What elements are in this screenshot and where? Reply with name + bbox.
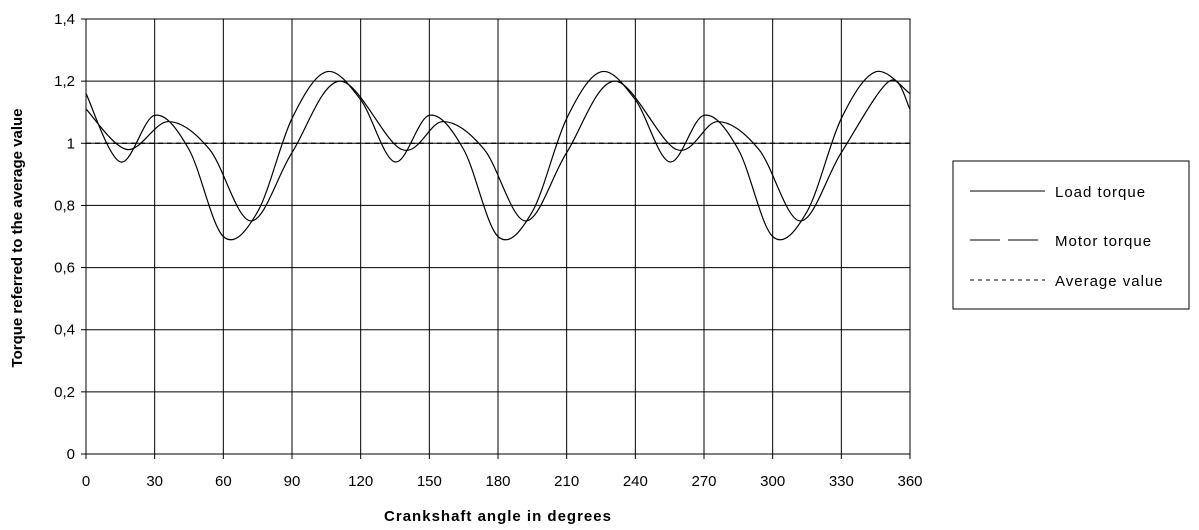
x-axis-title: Crankshaft angle in degrees [384,508,612,525]
y-tick-label: 0,6 [54,260,75,277]
x-tick-label: 240 [623,473,648,490]
y-tick-label: 0,2 [54,384,75,401]
series-load-torque [85,70,911,241]
y-tick-label: 0,4 [54,322,75,339]
y-tick-label: 1,4 [54,11,75,28]
legend-label-average-value: Average value [1055,273,1164,290]
series-motor-torque [85,79,911,222]
x-tick-label: 300 [760,473,785,490]
axes-layer [81,18,911,459]
tick-label-layer: 0 30 60 90 120 150 180 210 240 270 300 330 360 0 0,2 0,… [54,11,922,490]
x-tick-label: 30 [146,473,163,490]
legend-frame [952,160,1190,310]
x-tick-label: 270 [691,473,716,490]
y-tick-label: 0,8 [54,197,75,214]
x-tick-label: 210 [554,473,579,490]
y-tick-label: 1 [67,135,75,152]
x-tick-label: 90 [284,473,301,490]
x-tick-label: 120 [348,473,373,490]
x-tick-label: 180 [485,473,510,490]
x-tick-label: 0 [82,473,90,490]
y-tick-label: 0 [67,446,75,463]
legend: Load torque Motor torque Average value [952,160,1190,310]
series-layer [85,70,911,241]
legend-label-load-torque: Load torque [1055,184,1146,201]
x-tick-label: 150 [417,473,442,490]
x-tick-label: 330 [829,473,854,490]
x-tick-label: 360 [897,473,922,490]
y-tick-label: 1,2 [54,73,75,90]
legend-label-motor-torque: Motor torque [1055,233,1152,250]
y-axis-title: Torque referred to the average value [9,109,26,368]
x-tick-label: 60 [215,473,232,490]
